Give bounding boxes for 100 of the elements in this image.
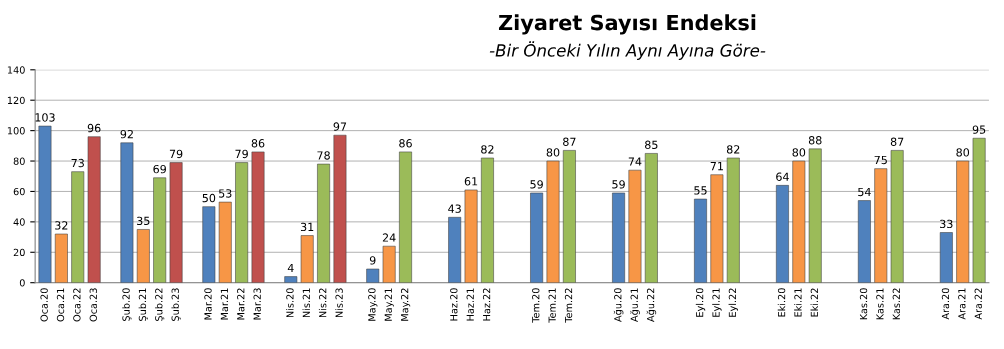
y-tick-label: 120 [7, 96, 25, 105]
y-tick-label: 100 [7, 127, 25, 135]
x-tick-label: Tem.21 [548, 288, 556, 323]
data-label: 97 [333, 122, 347, 131]
bar [628, 169, 642, 283]
data-label: 80 [546, 148, 560, 157]
x-tick-label: May.21 [384, 288, 394, 321]
data-label: 59 [612, 180, 625, 189]
bar [448, 217, 462, 283]
data-label: 33 [940, 219, 953, 229]
x-tick-label: Ağu.21 [630, 288, 640, 322]
bar [235, 162, 249, 283]
x-tick-label: Eyl.20 [695, 288, 706, 317]
x-tick-label: Ağu.20 [613, 288, 624, 322]
data-label: 86 [399, 139, 412, 148]
chart-subtitle: -Bir Önceki Yılın Aynı Ayına Göre- [489, 41, 766, 60]
data-label: 86 [251, 139, 265, 148]
y-tick-label: 60 [13, 187, 25, 196]
x-tick-label: Kas.20 [859, 288, 868, 320]
bar [546, 160, 560, 283]
y-tick-label: 0 [19, 279, 25, 287]
data-label: 61 [464, 177, 478, 186]
bar [333, 134, 347, 283]
data-label: 43 [448, 204, 461, 213]
bar [71, 171, 85, 283]
x-tick-label: Nis.23 [335, 288, 343, 318]
x-tick-label: Şub.22 [154, 288, 165, 321]
bar [153, 177, 167, 283]
x-tick-label: Şub.23 [171, 288, 181, 321]
data-label: 80 [792, 148, 806, 157]
bar [857, 200, 871, 283]
bar [956, 160, 970, 283]
data-label: 88 [808, 136, 822, 145]
data-label: 82 [726, 145, 740, 154]
x-tick-label: May.20 [368, 288, 378, 321]
x-tick-label: Kas.21 [876, 288, 884, 320]
x-tick-label: Eki.20 [777, 288, 786, 317]
bar [612, 192, 625, 283]
x-tick-label: Oca.20 [40, 288, 48, 322]
data-label: 82 [481, 145, 494, 154]
y-tick-label: 20 [13, 248, 25, 257]
data-label: 55 [694, 186, 707, 195]
bar [562, 150, 576, 283]
data-label: 24 [382, 233, 396, 242]
y-tick-label: 140 [7, 66, 25, 74]
bar [874, 168, 888, 283]
bar [644, 153, 658, 283]
bar [464, 189, 478, 283]
x-tick-label: Nis.22 [318, 288, 327, 318]
data-label: 75 [874, 155, 887, 165]
x-tick-label: Nis.20 [286, 288, 294, 318]
x-tick-label: Ağu.22 [646, 288, 657, 322]
bar [939, 232, 953, 283]
data-label: 32 [55, 221, 68, 230]
data-label: 53 [219, 189, 232, 198]
bar [317, 163, 330, 283]
bar [202, 206, 216, 283]
x-tick-label: Şub.21 [138, 288, 148, 321]
x-tick-label: Oca.22 [73, 288, 81, 322]
x-tick-label: Haz.22 [482, 288, 491, 321]
x-tick-label: Tem.22 [564, 288, 573, 323]
bar [136, 229, 150, 283]
bar [284, 276, 298, 283]
data-label: 9 [369, 256, 376, 265]
data-label: 79 [169, 149, 183, 159]
y-tick-label: 80 [13, 157, 25, 165]
data-label: 4 [287, 263, 294, 273]
bar [366, 268, 380, 283]
x-tick-label: Nis.21 [302, 288, 311, 318]
x-tick-label: Haz.21 [466, 288, 474, 321]
x-tick-label: May.22 [400, 288, 411, 321]
data-label: 73 [71, 158, 84, 168]
bar [399, 151, 412, 283]
data-label: 64 [776, 172, 789, 181]
x-tick-label: Mar.22 [237, 288, 245, 320]
x-tick-label: Haz.20 [450, 288, 458, 321]
x-tick-label: Tem.20 [532, 288, 540, 323]
x-tick-label: Eki.22 [810, 288, 818, 317]
bar [87, 136, 101, 283]
data-label: 54 [858, 187, 871, 197]
data-label: 87 [890, 137, 904, 146]
data-label: 74 [628, 157, 642, 166]
x-tick-label: Eyl.22 [728, 288, 738, 317]
data-label: 35 [137, 216, 150, 226]
bar [169, 162, 183, 283]
bar [972, 137, 986, 283]
bar [776, 185, 789, 283]
x-tick-label: Mar.23 [253, 288, 261, 320]
bar [726, 157, 740, 283]
x-tick-label: Şub.20 [122, 288, 132, 321]
x-tick-label: Ara.22 [974, 288, 982, 320]
bar [710, 174, 724, 283]
y-tick-label: 40 [13, 218, 25, 226]
bar [792, 160, 806, 283]
x-tick-label: Oca.23 [89, 288, 97, 322]
chart-title: Ziyaret Sayısı Endeksi [498, 14, 756, 35]
data-label: 79 [235, 149, 248, 159]
bar [120, 142, 134, 283]
data-label: 87 [563, 137, 576, 146]
bar [890, 150, 904, 283]
